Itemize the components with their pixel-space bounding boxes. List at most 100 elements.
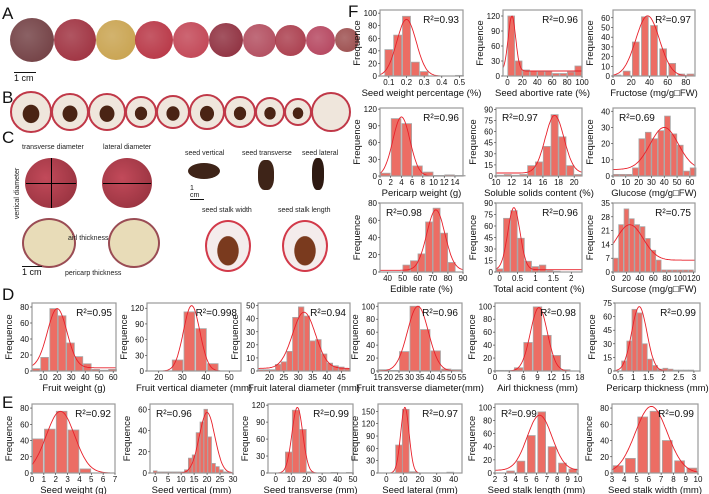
histogram-E4: 0 10 20 30 40 0 30 60 90 120 150 Seed lateral (mm) F… [350,403,463,494]
x-axis-label: Edible rate (%) [390,284,453,295]
x-axis-label: Airl thickness (mm) [497,383,578,394]
cut-fruit-photo [51,93,89,131]
y-tick-label: 60 [20,420,29,429]
cut-fruit-photo [156,95,190,129]
normal-fit-curve [380,209,464,271]
x-tick-label: 20 [634,178,643,187]
y-axis-label: Frequence [585,20,596,65]
x-tick-label: 4 [77,475,82,484]
y-tick-label: 35 [601,199,610,208]
fruit-photo [135,21,174,59]
histogram-bar [303,315,311,372]
histogram-bar [537,71,545,77]
histogram-bar [425,221,433,273]
y-axis-label: Frequence [585,119,596,164]
r-squared-label: R²=0.998 [196,308,238,319]
histogram-bar [309,340,316,372]
y-tick-label: 0 [608,367,613,376]
histogram-bar [664,115,671,177]
x-axis-label: Pericarp weight (g) [382,188,462,199]
normal-fit-curve [31,410,115,474]
r-squared-label: R²=0.99 [313,409,349,420]
histogram-bar [649,410,661,474]
x-tick-label: 0 [611,78,616,87]
y-tick-label: 40 [138,427,147,436]
histogram-bar [674,460,685,474]
y-tick-label: 20 [138,448,147,457]
histogram-bar [79,468,92,474]
x-tick-label: 40 [201,373,210,382]
y-tick-label: 120 [252,401,266,410]
y-tick-label: 0 [605,469,610,478]
y-tick-label: 0 [251,367,256,376]
x-tick-label: 20 [203,475,212,484]
x-tick-label: 30 [318,475,327,484]
y-tick-label: 90 [368,122,377,131]
histogram-D1: 10 20 30 40 50 60 0 20 40 60 80 Fruit weight (g) Fre… [4,302,118,394]
histogram-F8: 0 0.5 1 1.5 2 0 15 30 45 60 75 90 Total acid content… [468,199,585,295]
y-tick-label: 80 [600,404,609,413]
histogram-bar [644,131,652,177]
x-tick-label: 10 [399,475,408,484]
r-squared-label: R²=0.96 [423,113,459,124]
vertical-arrow [51,158,52,208]
x-axis-label: Seed weight (g) [40,485,107,494]
seed-vertical-photo [188,163,220,179]
x-tick-label: 20 [627,78,636,87]
y-tick-label: 40 [483,341,492,350]
y-tick-label: 10 [601,62,610,71]
label-seed-stalk-length: seed stalk length [278,207,331,214]
x-tick-label: 15 [561,373,570,382]
x-tick-label: 1 [42,475,47,484]
x-tick-label: 20 [154,373,163,382]
y-tick-label: 90 [135,320,144,329]
histogram-bar [655,259,662,273]
x-tick-label: 0 [497,274,502,283]
histogram-bar [432,207,441,273]
histogram-bar [542,146,551,177]
histogram-bar [523,342,533,372]
plot-frame [379,107,464,177]
x-tick-label: 12 [440,178,449,187]
r-squared-label: R²=0.99 [660,308,696,319]
y-tick-label: 60 [491,42,500,51]
y-tick-label: 60 [20,319,29,328]
histogram-F5: 10 12 14 16 18 20 0 15 30 45 60 75 90 Soluble solids … [468,105,594,199]
y-tick-label: 80 [20,404,29,413]
x-axis-label: Fruit transverse diameter(mm) [356,383,484,394]
x-tick-label: 60 [685,178,694,187]
y-tick-label: 90 [256,418,265,427]
y-tick-label: 40 [601,107,610,116]
fruit-photo [173,22,210,58]
label-lateral-diameter: lateral diameter [103,144,152,151]
x-tick-label: 20 [302,475,311,484]
y-axis-label: Frequence [352,119,363,164]
y-tick-label: 20 [20,351,29,360]
x-tick-label: 14 [523,178,532,187]
y-tick-label: 0 [496,72,501,81]
histogram-F9: 0 20 40 60 80 100 120 0 7 14 21 28 35 Surcose (mg/g□F… [585,199,701,295]
x-tick-label: 30 [405,373,414,382]
histogram-bar [537,411,546,474]
x-tick-label: 2 [569,274,574,283]
y-tick-label: 45 [484,139,493,148]
x-tick-label: 10 [287,475,296,484]
x-tick-label: 2 [388,178,393,187]
histogram-bar [55,410,68,474]
x-tick-label: 45 [437,373,446,382]
r-squared-label: R²=0.97 [502,113,538,124]
r-squared-label: R²=0.93 [423,15,459,26]
x-tick-label: 40 [426,373,435,382]
y-tick-label: 150 [362,407,376,416]
y-tick-label: 80 [483,315,492,324]
r-squared-label: R²=0.75 [655,208,691,219]
histogram-E3: 0 10 20 30 40 50 0 30 60 90 120 Seed transverse (mm… [240,401,358,494]
cut-fruit-photo [189,94,225,130]
histogram-bar [647,358,653,372]
histogram-bar [66,342,75,372]
x-axis-label: Seed stalk length (mm) [488,485,586,494]
histogram-bar [623,208,630,273]
y-tick-label: 20 [601,140,610,149]
